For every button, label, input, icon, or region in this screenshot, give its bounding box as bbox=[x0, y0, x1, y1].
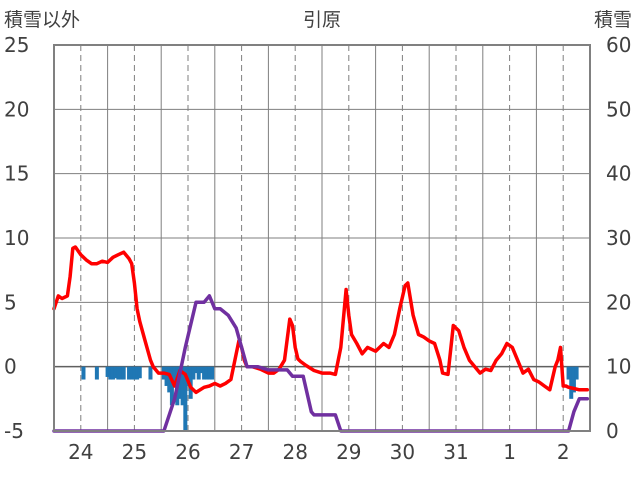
precipitation-bar bbox=[207, 366, 212, 380]
left-tick-label: 25 bbox=[4, 33, 29, 57]
x-tick-label: 27 bbox=[229, 440, 254, 464]
series-lines bbox=[52, 245, 590, 433]
precipitation-bar bbox=[180, 366, 185, 406]
right-tick-label: 30 bbox=[606, 226, 631, 250]
precipitation-bar bbox=[202, 366, 207, 380]
precipitation-bar bbox=[571, 366, 576, 393]
left-tick-label: -5 bbox=[4, 419, 24, 443]
precipitation-bar bbox=[148, 366, 153, 380]
x-tick-label: 24 bbox=[68, 440, 93, 464]
grid bbox=[54, 44, 590, 432]
x-tick-label: 25 bbox=[122, 440, 147, 464]
temperature-line bbox=[52, 245, 590, 395]
left-tick-label: 20 bbox=[4, 97, 29, 121]
precipitation-bar bbox=[183, 366, 188, 431]
precipitation-bar bbox=[121, 366, 126, 380]
precipitation-bar bbox=[204, 366, 209, 380]
precipitation-bar bbox=[119, 366, 123, 380]
chart-title: 引原 bbox=[303, 9, 341, 31]
plot-frame bbox=[53, 44, 591, 432]
left-tick-label: 0 bbox=[4, 355, 17, 379]
precipitation-bar bbox=[172, 366, 177, 386]
precipitation-bar bbox=[110, 366, 115, 380]
right-tick-label: 10 bbox=[606, 355, 631, 379]
precipitation-bars bbox=[81, 366, 579, 431]
x-tick-label: 2 bbox=[557, 440, 570, 464]
precipitation-bar bbox=[210, 366, 215, 380]
precipitation-bar bbox=[191, 366, 196, 380]
precipitation-bar bbox=[199, 366, 204, 374]
x-tick-label: 31 bbox=[443, 440, 468, 464]
precipitation-bar bbox=[94, 366, 99, 380]
x-tick-label: 26 bbox=[175, 440, 200, 464]
right-tick-label: 20 bbox=[606, 290, 631, 314]
precipitation-bar bbox=[113, 366, 118, 379]
right-tick-label: 40 bbox=[606, 162, 631, 186]
precipitation-bar bbox=[105, 366, 110, 377]
precipitation-bar bbox=[108, 366, 113, 380]
precipitation-bar bbox=[129, 366, 134, 380]
x-tick-label: 1 bbox=[503, 440, 516, 464]
right-tick-label: 0 bbox=[606, 419, 619, 443]
left-tick-label: 5 bbox=[4, 290, 17, 314]
precipitation-bar bbox=[177, 366, 182, 399]
precipitation-bar bbox=[569, 366, 574, 399]
right-tick-label: 50 bbox=[606, 97, 631, 121]
left-tick-label: 15 bbox=[4, 162, 29, 186]
precipitation-bar bbox=[186, 366, 190, 386]
x-tick-label: 29 bbox=[336, 440, 361, 464]
precipitation-bar bbox=[169, 366, 174, 406]
x-tick-label: 28 bbox=[282, 440, 307, 464]
x-tick-label: 30 bbox=[390, 440, 415, 464]
precipitation-bar bbox=[116, 366, 121, 380]
precipitation-bar bbox=[81, 366, 86, 380]
snow-depth-line bbox=[52, 294, 590, 433]
precipitation-bar bbox=[164, 366, 169, 386]
precipitation-bar bbox=[135, 366, 140, 380]
precipitation-bar bbox=[196, 366, 201, 380]
precipitation-bar bbox=[137, 366, 142, 379]
right-axis-title: 積雪 bbox=[594, 9, 632, 31]
left-axis-title: 積雪以外 bbox=[4, 9, 80, 31]
right-tick-label: 60 bbox=[606, 33, 631, 57]
precipitation-bar bbox=[574, 366, 579, 380]
precipitation-bar bbox=[566, 366, 571, 380]
precipitation-bar bbox=[167, 366, 172, 393]
precipitation-bar bbox=[127, 366, 132, 380]
tick-labels: 25 60 20 50 15 40 10 30 5 20 0 10 -5 0 24 25 26 27 28 29 30 3… bbox=[4, 33, 631, 464]
precipitation-bar bbox=[194, 366, 199, 374]
left-tick-label: 10 bbox=[4, 226, 29, 250]
precipitation-bar bbox=[132, 366, 137, 380]
